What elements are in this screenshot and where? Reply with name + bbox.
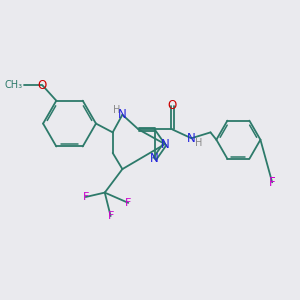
Text: O: O: [168, 99, 177, 112]
Text: N: N: [160, 138, 169, 151]
Text: H: H: [195, 138, 202, 148]
Text: N: N: [150, 152, 159, 165]
Text: H: H: [113, 105, 121, 115]
Text: F: F: [82, 192, 89, 202]
Text: O: O: [38, 79, 47, 92]
Text: N: N: [118, 108, 127, 121]
Text: N: N: [187, 132, 196, 145]
Text: F: F: [125, 198, 131, 208]
Text: CH₃: CH₃: [4, 80, 22, 90]
Text: F: F: [269, 176, 275, 189]
Text: F: F: [107, 211, 114, 221]
